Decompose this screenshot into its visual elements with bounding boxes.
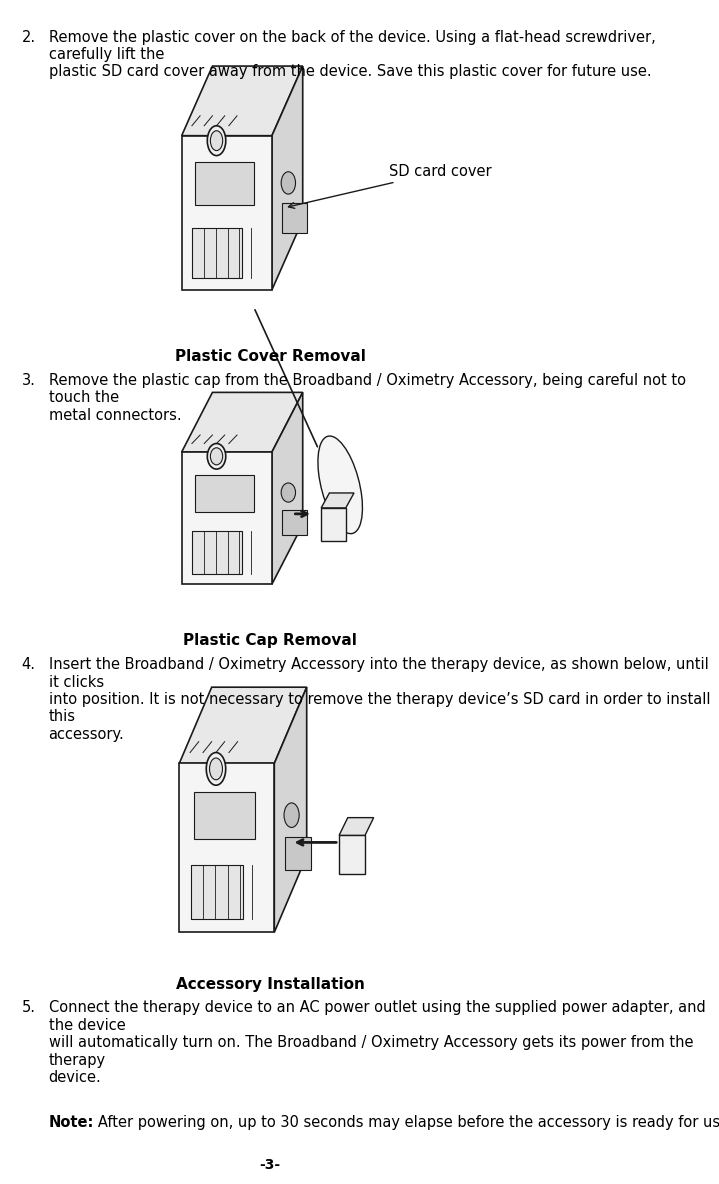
FancyBboxPatch shape: [195, 475, 254, 511]
Polygon shape: [321, 493, 354, 508]
Text: Plastic Cap Removal: Plastic Cap Removal: [183, 633, 357, 649]
Text: 4.: 4.: [22, 657, 36, 673]
Ellipse shape: [207, 126, 226, 155]
Text: -3-: -3-: [260, 1158, 280, 1172]
Text: Accessory Installation: Accessory Installation: [175, 977, 365, 992]
FancyBboxPatch shape: [282, 202, 307, 233]
Ellipse shape: [207, 444, 226, 469]
FancyBboxPatch shape: [193, 229, 242, 277]
FancyBboxPatch shape: [193, 792, 255, 839]
Text: Remove the plastic cover on the back of the device. Using a flat-head screwdrive: Remove the plastic cover on the back of …: [49, 30, 655, 79]
Ellipse shape: [211, 130, 223, 150]
Text: 3.: 3.: [22, 373, 35, 388]
Ellipse shape: [281, 172, 296, 194]
Polygon shape: [275, 687, 307, 932]
Text: Plastic Cover Removal: Plastic Cover Removal: [175, 349, 365, 365]
FancyBboxPatch shape: [195, 162, 254, 205]
Polygon shape: [179, 687, 307, 764]
Text: 5.: 5.: [22, 1000, 36, 1016]
Ellipse shape: [284, 803, 299, 828]
Polygon shape: [182, 392, 303, 452]
FancyBboxPatch shape: [182, 136, 272, 290]
Ellipse shape: [318, 436, 362, 534]
Polygon shape: [182, 66, 303, 136]
Polygon shape: [339, 818, 374, 836]
Text: Connect the therapy device to an AC power outlet using the supplied power adapte: Connect the therapy device to an AC powe…: [49, 1000, 705, 1085]
FancyBboxPatch shape: [179, 764, 275, 932]
Ellipse shape: [209, 758, 222, 780]
Polygon shape: [272, 66, 303, 290]
FancyBboxPatch shape: [285, 837, 311, 869]
FancyBboxPatch shape: [191, 864, 243, 919]
Polygon shape: [272, 392, 303, 584]
Ellipse shape: [281, 483, 296, 502]
Text: Insert the Broadband / Oximetry Accessory into the therapy device, as shown belo: Insert the Broadband / Oximetry Accessor…: [49, 657, 710, 741]
Text: Remove the plastic cap from the Broadband / Oximetry Accessory, being careful no: Remove the plastic cap from the Broadban…: [49, 373, 686, 423]
FancyBboxPatch shape: [182, 452, 272, 584]
Text: 2.: 2.: [22, 30, 36, 45]
Ellipse shape: [211, 448, 223, 465]
FancyBboxPatch shape: [321, 508, 346, 541]
Text: Note:: Note:: [49, 1115, 94, 1131]
Ellipse shape: [206, 753, 226, 785]
FancyBboxPatch shape: [193, 532, 242, 573]
Text: After powering on, up to 30 seconds may elapse before the accessory is ready for: After powering on, up to 30 seconds may …: [83, 1115, 719, 1131]
FancyBboxPatch shape: [282, 509, 307, 535]
Text: SD card cover: SD card cover: [288, 165, 491, 208]
FancyBboxPatch shape: [339, 836, 365, 874]
